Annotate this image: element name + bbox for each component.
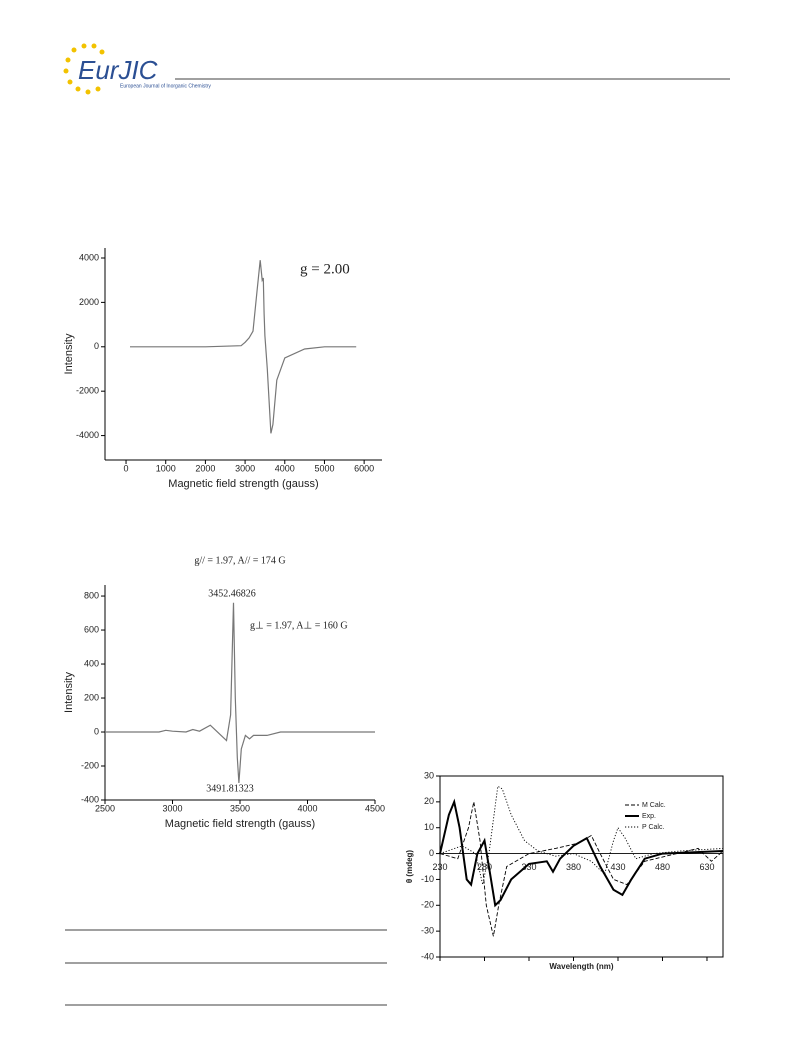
x-tick-label: 480 [655, 862, 670, 872]
y-tick-label: 2000 [79, 297, 99, 307]
x-axis-label: Magnetic field strength (gauss) [165, 818, 315, 830]
x-tick-label: 5000 [314, 463, 334, 473]
x-tick-label: 4500 [365, 803, 385, 813]
x-tick-label: 430 [610, 862, 625, 872]
series-line [439, 785, 724, 885]
y-tick-label: -40 [421, 951, 434, 961]
x-axis-label: Magnetic field strength (gauss) [168, 478, 318, 490]
x-tick-label: 4000 [275, 463, 295, 473]
y-tick-label: -200 [81, 760, 99, 770]
logo-stars [63, 43, 105, 95]
y-tick-label: 200 [84, 692, 99, 702]
x-tick-label: 3500 [230, 803, 250, 813]
x-tick-label: 280 [477, 862, 492, 872]
legend-label: M Calc. [642, 802, 666, 809]
x-tick-label: 2500 [95, 803, 115, 813]
y-tick-label: 30 [424, 770, 434, 780]
x-tick-label: 0 [124, 463, 129, 473]
y-tick-label: -2000 [76, 386, 99, 396]
series-line [130, 260, 357, 434]
plot-frame [439, 775, 724, 958]
journal-name: European Journal of Inorganic Chemistry [120, 83, 211, 89]
y-tick-label: 800 [84, 590, 99, 600]
y-axis-label: Intensity [63, 672, 75, 713]
y-tick-label: 0 [94, 726, 99, 736]
annotation: g⊥ = 1.97, A⊥ = 160 G [250, 620, 348, 631]
annotation: g = 2.00 [300, 261, 350, 277]
annotation: 3452.46826 [208, 588, 256, 599]
x-tick-label: 4000 [297, 803, 317, 813]
y-tick-label: 10 [424, 822, 434, 832]
y-tick-label: -30 [421, 926, 434, 936]
series-line [439, 801, 724, 937]
chart-title: g// = 1.97, A// = 174 G [194, 555, 285, 566]
x-tick-label: 230 [432, 862, 447, 872]
legend-label: Exp. [642, 813, 656, 820]
y-tick-label: 400 [84, 658, 99, 668]
x-tick-label: 630 [699, 862, 714, 872]
series-line [105, 602, 375, 784]
x-tick-label: 3000 [235, 463, 255, 473]
legend-label: P Calc. [642, 824, 664, 831]
y-tick-label: 600 [84, 624, 99, 634]
x-axis-label: Wavelength (nm) [549, 962, 613, 971]
y-tick-label: 20 [424, 796, 434, 806]
series-line [439, 798, 724, 908]
y-tick-label: 4000 [79, 252, 99, 262]
x-tick-label: 1000 [156, 463, 176, 473]
y-tick-label: -20 [421, 900, 434, 910]
logo-text: EurJIC [78, 55, 158, 85]
x-tick-label: 2000 [195, 463, 215, 473]
y-tick-label: -400 [81, 794, 99, 804]
x-tick-label: 3000 [162, 803, 182, 813]
y-axis-label: Intensity [63, 333, 75, 374]
x-tick-label: 380 [566, 862, 581, 872]
y-axis-label: θ (mdeg) [405, 850, 414, 884]
x-tick-label: 6000 [354, 463, 374, 473]
y-tick-label: -10 [421, 874, 434, 884]
y-tick-label: 0 [94, 341, 99, 351]
y-tick-label: -4000 [76, 430, 99, 440]
x-tick-label: 330 [521, 862, 536, 872]
y-tick-label: 0 [429, 848, 434, 858]
annotation: 3491.81323 [206, 783, 254, 794]
